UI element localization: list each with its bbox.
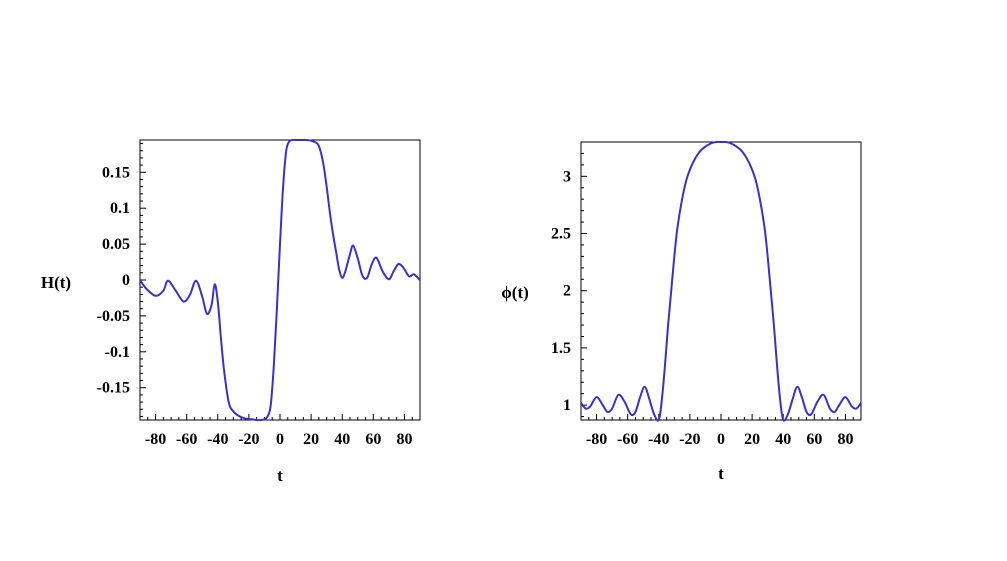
x-tick-label: 80 [837,431,853,448]
x-tick-label: -40 [207,431,228,448]
x-tick-label: -40 [648,431,669,448]
x-axis-label: t [277,466,283,485]
x-tick-label: -20 [238,431,259,448]
y-tick-label: 3 [563,168,571,185]
x-tick-label: -80 [586,431,607,448]
series-line [140,138,420,422]
x-tick-label: 60 [365,431,381,448]
y-axis-label: H(t) [41,273,71,292]
y-tick-label: 2 [563,283,571,300]
y-tick-label: -0.05 [97,308,130,325]
x-axis-label: t [718,464,724,483]
plot-frame [139,139,421,421]
x-tick-label: 40 [334,431,350,448]
series-line [581,140,861,422]
x-tick-label: 60 [806,431,822,448]
x-tick-label: 20 [744,431,760,448]
y-tick-label: 0 [122,272,130,289]
x-tick-label: -20 [679,431,700,448]
y-tick-label: 1 [563,397,571,414]
y-tick-label: 2.5 [551,226,571,243]
chart-phi-of-t: -80 -60 -40 -20 0 20 40 60 80 1 1.5 2 2.5 3 ϕ(t) t [501,140,862,483]
y-tick-label: -0.15 [97,380,130,397]
y-tick-label: 0.15 [102,164,130,181]
y-axis-label: ϕ(t) [501,283,529,302]
x-tick-label: 80 [396,431,412,448]
y-tick-label: 0.05 [102,236,130,253]
chart-h-of-t: -80 -60 -40 -20 0 20 40 60 80 -0.15 -0.1 -0.05 0 0.05… [41,138,421,485]
x-tick-label: -60 [617,431,638,448]
y-tick-label: 0.1 [110,200,130,217]
y-tick-label: -0.1 [105,344,130,361]
x-tick-label: 0 [276,431,284,448]
x-tick-label: -60 [176,431,197,448]
x-tick-label: 40 [775,431,791,448]
x-tick-label: 0 [717,431,725,448]
x-tick-label: -80 [145,431,166,448]
plot-frame [580,141,862,421]
y-tick-label: 1.5 [551,340,571,357]
x-tick-label: 20 [303,431,319,448]
